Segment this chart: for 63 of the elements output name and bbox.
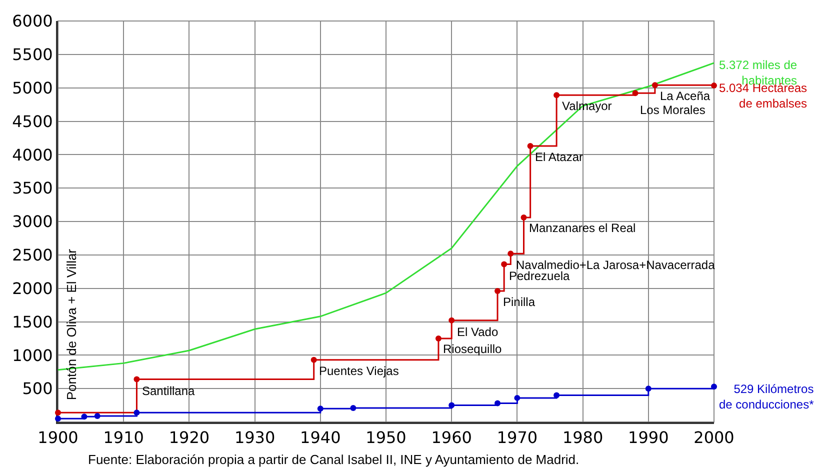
point [554,92,560,98]
point [494,400,501,406]
point [134,410,140,416]
y-tick-label: 5500 [12,45,53,64]
point [317,406,324,412]
x-tick-label: 2000 [694,428,734,448]
point [508,250,514,257]
annotation: El Vado [457,325,498,339]
y-tick-label: 5000 [12,78,53,98]
y-tick-label: 4000 [12,145,53,164]
x-tick-label: 1900 [38,428,78,448]
x-tick-label: 1980 [562,428,604,448]
annotation: Puentes Viejas [319,364,399,378]
source-note: Fuente: Elaboración propia a partir de Canal Isabel II, INE y Ayuntamiento de Madrid. [88,452,580,467]
annotation: Santillana [142,384,196,398]
y-tick-label: 2000 [12,278,53,298]
point [711,384,717,390]
annotation: 529 Kilómetros de conducciones* [719,382,814,412]
point [81,414,88,420]
point [652,82,658,88]
x-tick-label: 1990 [628,428,669,448]
annotation: Riosequillo [443,342,502,356]
y-tick-label: 2500 [12,246,53,265]
point [55,416,61,422]
point [711,82,717,89]
y-tick-label: 3000 [12,212,53,232]
annotation: Pinilla [503,295,536,309]
y-tick-label: 1500 [12,312,53,332]
x-tick-label: 1920 [168,428,210,448]
point [527,142,534,149]
point [632,90,638,96]
x-tick-label: 1930 [234,428,276,448]
point [645,386,652,392]
point [520,214,527,220]
point [350,404,356,411]
annotation: Navalmedio+La Jarosa+Navacerrada [516,258,716,272]
x-tick-label: 1950 [366,428,406,448]
x-tick-label: 1940 [300,428,341,448]
point [55,410,61,416]
point [448,402,455,408]
point [554,392,560,398]
annotation: La Aceña [660,89,710,103]
annotation: Los Morales [640,103,706,117]
y-tick-label: 1000 [12,346,53,365]
x-tick-label: 1970 [496,428,538,448]
point [494,288,501,294]
point [134,376,140,382]
point [310,356,317,363]
y-tick-label: 3500 [12,178,53,198]
point [94,412,100,419]
annotation: Pedrezuela [509,269,570,283]
annotation: Manzanares el Real [529,221,636,235]
x-tick-label: 1910 [103,428,144,448]
annotation: Pontón de Oliva + El Villar [64,248,79,400]
point [435,335,442,342]
annotation: El Atazar [535,150,584,164]
y-tick-label: 6000 [12,12,53,31]
x-tick-label: 1960 [431,428,472,448]
y-tick-label: 500 [22,379,53,398]
point [514,394,520,401]
y-tick-label: 4500 [12,112,53,131]
point [501,261,508,268]
point [448,317,455,324]
